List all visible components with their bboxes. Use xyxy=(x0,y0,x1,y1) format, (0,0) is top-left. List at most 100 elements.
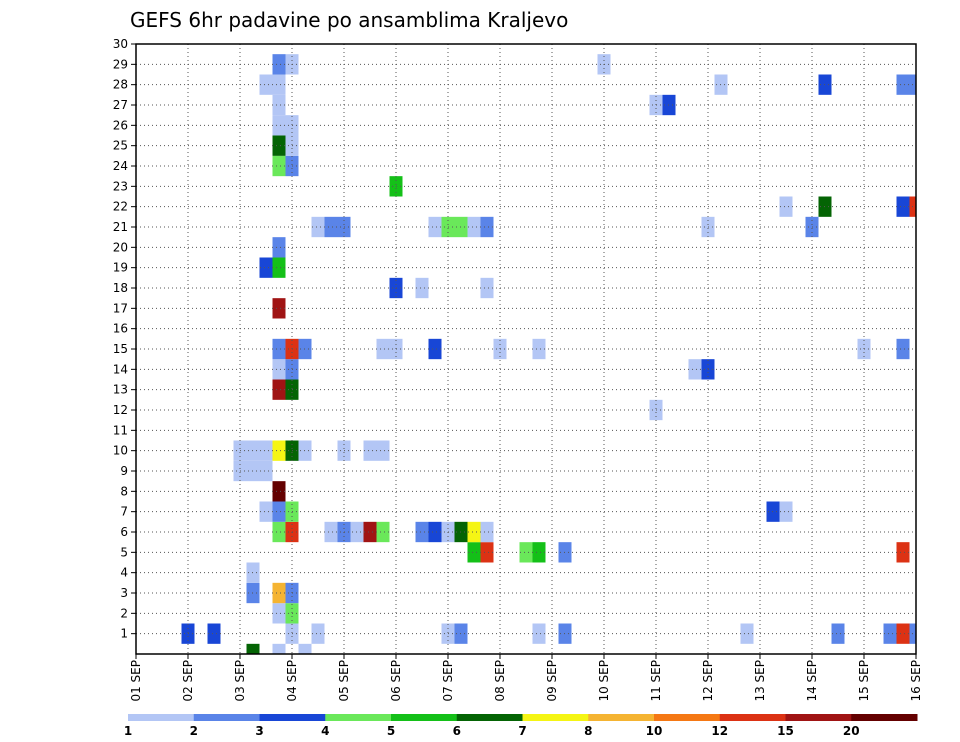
y-tick-label: 22 xyxy=(113,200,128,214)
x-axis-ticks: 01 SEP 02 SEP 03 SEP 04 SEP 05 SEP 06 SEP 07 S… xyxy=(129,654,923,702)
y-tick-label: 28 xyxy=(113,78,128,92)
x-tick-label: 07 SEP xyxy=(441,660,455,702)
heatmap-cell xyxy=(311,216,325,238)
heatmap-cell xyxy=(831,623,845,644)
y-tick-label: 30 xyxy=(113,37,128,51)
x-tick-label: 08 SEP xyxy=(493,660,507,702)
heatmap-cell xyxy=(311,623,325,644)
heatmap-cell xyxy=(272,298,286,319)
y-tick-label: 21 xyxy=(113,220,128,234)
heatmap-cell xyxy=(480,216,494,238)
colorbar-swatch xyxy=(654,714,721,721)
heatmap-cell xyxy=(467,542,481,563)
y-tick-label: 24 xyxy=(113,159,128,173)
y-tick-label: 13 xyxy=(113,383,128,397)
heatmap-cell xyxy=(519,542,533,563)
heatmap-cell xyxy=(259,501,273,522)
heatmap-cell xyxy=(272,115,286,136)
heatmap-cell xyxy=(272,257,286,278)
heatmap-cell xyxy=(740,623,754,644)
y-tick-label: 20 xyxy=(113,240,128,254)
colorbar-swatch xyxy=(325,714,392,721)
heatmap-cell xyxy=(272,135,286,156)
heatmap-cell xyxy=(428,521,442,543)
heatmap-cell xyxy=(259,460,273,482)
y-tick-label: 16 xyxy=(113,322,128,336)
heatmap-cell xyxy=(896,338,910,360)
y-tick-label: 11 xyxy=(113,423,128,437)
heatmap-cell xyxy=(272,237,286,258)
y-tick-label: 18 xyxy=(113,281,128,295)
x-tick-label: 02 SEP xyxy=(181,660,195,702)
y-tick-label: 7 xyxy=(120,505,128,519)
heatmap-cell xyxy=(896,623,910,644)
colorbar-tick-label: 12 xyxy=(711,724,728,738)
heatmap-cell xyxy=(896,542,910,563)
colorbar-tick-label: 15 xyxy=(777,724,794,738)
heatmap-cell xyxy=(779,196,793,217)
heatmap-cell xyxy=(272,481,286,502)
colorbar-tick-label: 10 xyxy=(646,724,663,738)
y-tick-label: 19 xyxy=(113,261,128,275)
heatmap-cell xyxy=(480,542,494,563)
heatmap-cell xyxy=(688,359,702,380)
y-tick-label: 17 xyxy=(113,301,128,315)
heatmap-cell xyxy=(272,155,286,177)
colorbar-tick-label: 1 xyxy=(124,724,132,738)
x-tick-label: 15 SEP xyxy=(857,660,871,702)
y-tick-label: 10 xyxy=(113,444,128,458)
y-tick-label: 1 xyxy=(120,627,128,641)
heatmap-cell xyxy=(272,440,286,461)
colorbar-swatch xyxy=(522,714,589,721)
y-tick-label: 25 xyxy=(113,139,128,153)
heatmap-cell xyxy=(883,623,897,644)
heatmap-cell xyxy=(324,216,338,238)
heatmap-cell xyxy=(480,521,494,543)
y-tick-label: 27 xyxy=(113,98,128,112)
heatmap-cell xyxy=(428,338,442,360)
colorbar-swatch xyxy=(259,714,326,721)
heatmap-cell xyxy=(376,338,390,360)
heatmap-cell xyxy=(532,623,546,644)
heatmap-cell xyxy=(272,582,286,604)
colorbar-tick-label: 5 xyxy=(387,724,395,738)
x-tick-label: 09 SEP xyxy=(545,660,559,702)
heatmap-cell xyxy=(376,521,390,543)
colorbar-swatch xyxy=(456,714,523,721)
heatmap-cell xyxy=(272,94,286,116)
heatmap-cell xyxy=(324,521,338,543)
x-tick-label: 03 SEP xyxy=(233,660,247,702)
x-tick-label: 10 SEP xyxy=(597,660,611,702)
heatmap-cell xyxy=(896,74,910,95)
colorbar-swatch xyxy=(719,714,786,721)
heatmap-cell xyxy=(415,521,429,543)
y-tick-label: 4 xyxy=(120,566,128,580)
heatmap-cell xyxy=(272,74,286,95)
heatmap-cell xyxy=(480,277,494,299)
y-tick-label: 12 xyxy=(113,403,128,417)
heatmap-cell xyxy=(259,257,273,278)
colorbar-swatch xyxy=(785,714,852,721)
heatmap-cell xyxy=(259,74,273,95)
heatmap-cell xyxy=(363,440,377,461)
x-tick-label: 12 SEP xyxy=(701,660,715,702)
y-tick-label: 2 xyxy=(120,606,128,620)
colorbar-tick-label: 4 xyxy=(321,724,329,738)
x-tick-label: 06 SEP xyxy=(389,660,403,702)
heatmap-cell xyxy=(428,216,442,238)
x-tick-label: 11 SEP xyxy=(649,660,663,702)
y-tick-label: 23 xyxy=(113,179,128,193)
heatmap-cell xyxy=(272,338,286,360)
y-tick-label: 15 xyxy=(113,342,128,356)
heatmap-cell xyxy=(532,542,546,563)
colorbar-tick-label: 6 xyxy=(453,724,461,738)
heatmap-cell xyxy=(467,521,481,543)
heatmap-cell xyxy=(246,643,260,654)
x-tick-label: 04 SEP xyxy=(285,660,299,702)
y-tick-label: 14 xyxy=(113,362,128,376)
heatmap-cell xyxy=(415,277,429,299)
colorbar-swatch xyxy=(588,714,655,721)
heatmap-cell xyxy=(207,623,221,644)
heatmap-cell xyxy=(376,440,390,461)
